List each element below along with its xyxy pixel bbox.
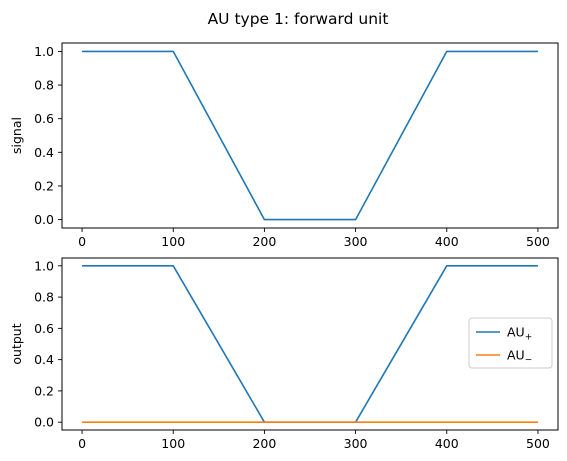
output-y-tick-label: 0.8 bbox=[34, 290, 54, 305]
signal-panel: 0 100 200 300 400 500 0.0 0.2 0.4 0.6 0.8 1.0 sign… bbox=[9, 42, 559, 249]
output-x-tick-label: 300 bbox=[344, 436, 368, 451]
output-y-axis: 0.0 0.2 0.4 0.6 0.8 1.0 bbox=[34, 258, 62, 430]
output-y-axis-label: output bbox=[9, 323, 24, 364]
signal-plot-area bbox=[62, 43, 558, 228]
signal-x-tick-label: 300 bbox=[344, 234, 368, 249]
output-x-tick-label: 0 bbox=[78, 436, 86, 451]
signal-x-tick-label: 0 bbox=[78, 234, 86, 249]
output-panel: 0 100 200 300 400 500 0.0 0.2 0.4 0.6 0.8 1.0 outp… bbox=[9, 257, 559, 451]
output-y-tick-label: 0.6 bbox=[34, 321, 54, 336]
signal-x-tick-label: 200 bbox=[252, 234, 276, 249]
output-axes-frame bbox=[61, 257, 559, 431]
output-x-tick-label: 100 bbox=[161, 436, 185, 451]
signal-y-tick-label: 1.0 bbox=[34, 44, 54, 59]
signal-series-line-1 bbox=[82, 50, 538, 221]
signal-y-tick-label: 0.0 bbox=[34, 212, 54, 227]
signal-axes-frame bbox=[61, 42, 559, 229]
signal-x-tick-label: 500 bbox=[526, 234, 550, 249]
output-x-axis: 0 100 200 300 400 500 bbox=[78, 430, 550, 451]
output-y-tick-label: 0.0 bbox=[34, 415, 54, 430]
output-x-tick-label: 400 bbox=[435, 436, 459, 451]
legend-label-au-minus: AU− bbox=[507, 348, 532, 366]
output-y-tick-label: 0.2 bbox=[34, 383, 54, 398]
output-x-tick-label: 500 bbox=[526, 436, 550, 451]
figure-title: AU type 1: forward unit bbox=[208, 10, 389, 28]
signal-y-axis: 0.0 0.2 0.4 0.6 0.8 1.0 bbox=[34, 44, 62, 227]
output-series-group bbox=[82, 265, 538, 423]
signal-y-tick-label: 0.2 bbox=[34, 178, 54, 193]
signal-y-tick-label: 0.4 bbox=[34, 145, 54, 160]
output-y-tick-label: 1.0 bbox=[34, 258, 54, 273]
signal-x-tick-label: 400 bbox=[435, 234, 459, 249]
signal-y-tick-label: 0.8 bbox=[34, 78, 54, 93]
legend: AU+ AU− bbox=[468, 317, 553, 369]
signal-y-axis-label: signal bbox=[9, 117, 24, 154]
legend-label-au-plus: AU+ bbox=[507, 325, 532, 343]
signal-x-tick-label: 100 bbox=[161, 234, 185, 249]
signal-x-axis: 0 100 200 300 400 500 bbox=[78, 228, 550, 249]
signal-series-group bbox=[82, 50, 538, 221]
signal-y-tick-label: 0.6 bbox=[34, 111, 54, 126]
output-x-tick-label: 200 bbox=[252, 436, 276, 451]
output-y-tick-label: 0.4 bbox=[34, 352, 54, 367]
